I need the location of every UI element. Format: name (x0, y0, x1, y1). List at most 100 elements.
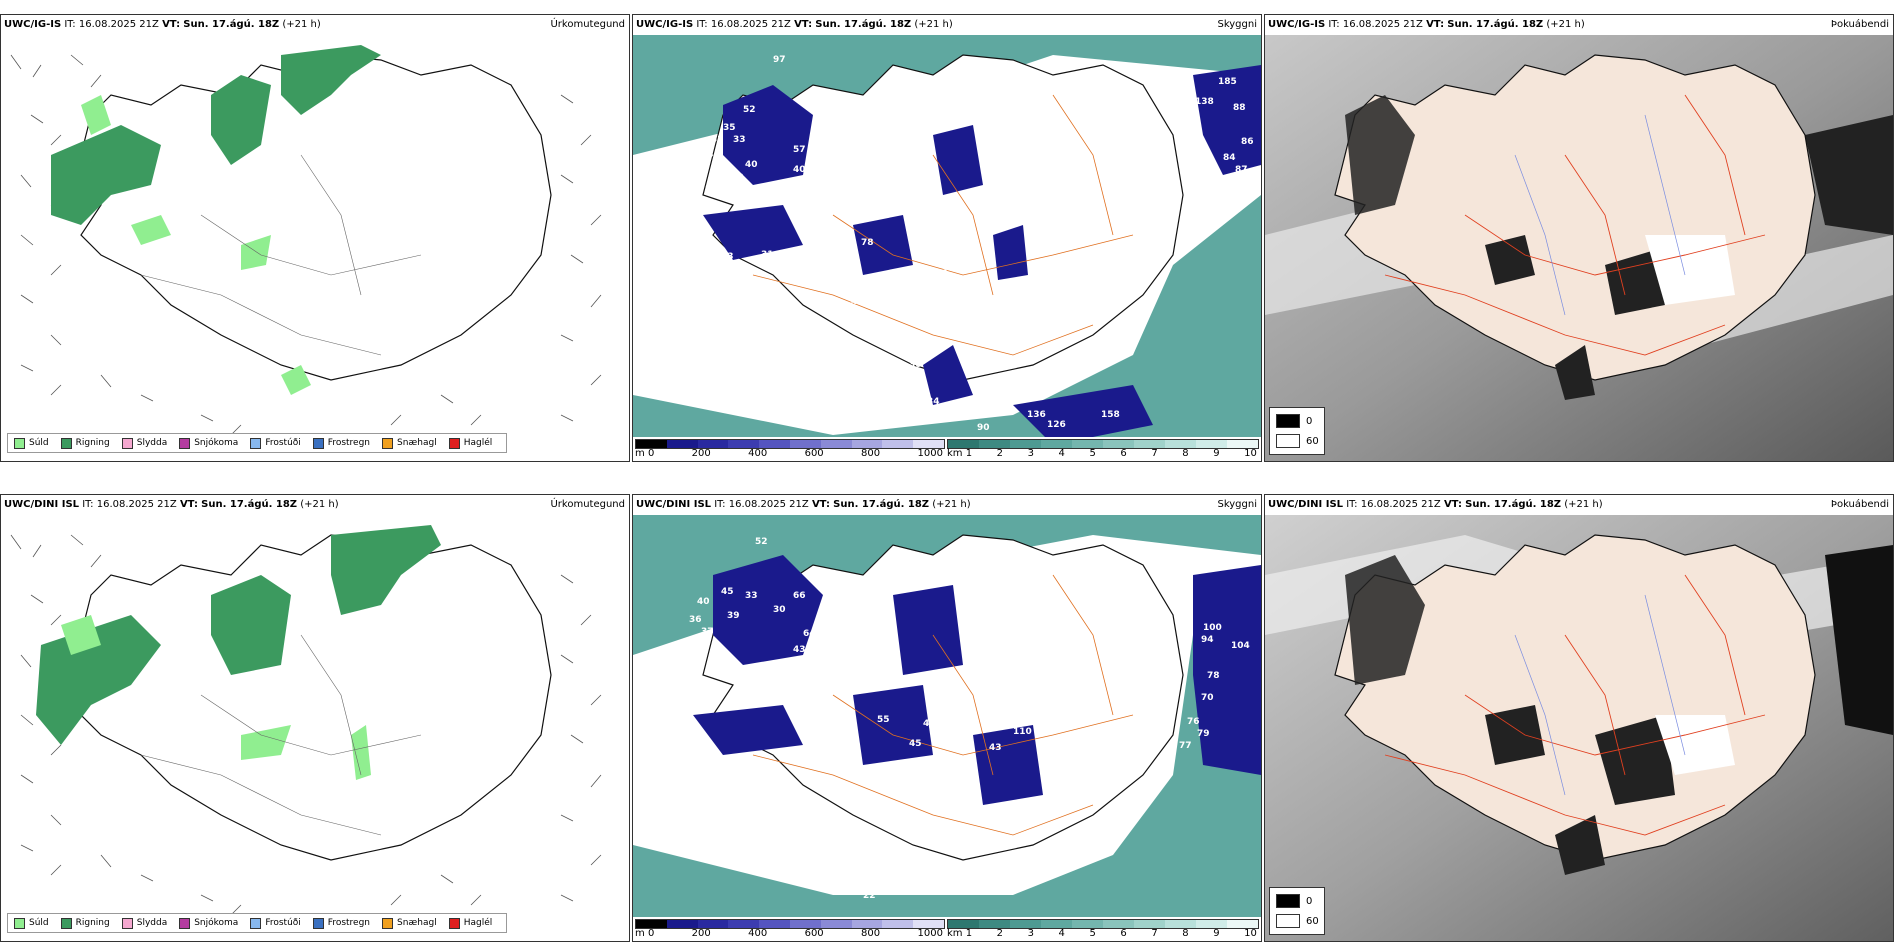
panel-title: Skyggni (1217, 19, 1257, 30)
legend-label: Frostregn (327, 438, 371, 448)
panel-title: Þokuábendi (1830, 19, 1889, 30)
tick-label: 3 (1027, 928, 1034, 939)
rigning-swatch (60, 917, 72, 929)
legend-label: 60 (1306, 435, 1319, 447)
legend-label: Snæhagl (397, 918, 437, 928)
snaehagl-swatch (382, 437, 394, 449)
legend-label: 0 (1306, 415, 1313, 427)
valid-time: Sun. 17.ágú. 18Z (833, 499, 930, 510)
rain-areas (51, 45, 381, 225)
height-label: 35 (733, 687, 746, 697)
panel-header: UWC/IG-IS IT: 16.08.2025 21Z VT: Sun. 17… (1265, 15, 1893, 35)
rigning-swatch (60, 437, 72, 449)
height-label: 100 (1203, 623, 1222, 633)
rivers (1514, 114, 1686, 316)
height-label: 66 (993, 315, 1006, 325)
height-label: 138 (1195, 97, 1214, 107)
fog-panel-top: UWC/IG-IS IT: 16.08.2025 21Z VT: Sun. 17… (1264, 14, 1894, 462)
tick-label: 1000 (917, 448, 943, 459)
height-label: 40 (745, 160, 758, 170)
frostregn-swatch (312, 437, 324, 449)
height-label: 88 (1233, 103, 1246, 113)
height-label: 45 (721, 587, 734, 597)
roads (140, 154, 422, 356)
model-name: UWC/IG-IS (4, 19, 62, 30)
init-time: 16.08.2025 21Z (96, 499, 177, 510)
fog-dark-areas (1345, 95, 1665, 400)
height-label: 90 (977, 423, 990, 433)
tick-label: 1000 (917, 928, 943, 939)
height-label: 30 (773, 605, 786, 615)
tick-label: 6 (1120, 448, 1127, 459)
tick-label: 9 (1213, 448, 1220, 459)
height-label: 33 (721, 252, 734, 262)
fog-map[interactable] (1265, 515, 1893, 941)
height-label: 30 (909, 360, 922, 370)
sea-lowcloud-south (1013, 385, 1153, 445)
height-label: 126 (1047, 420, 1066, 430)
precip-map[interactable] (1, 515, 629, 941)
tick-label: 600 (804, 448, 824, 459)
height-label: 78 (861, 238, 874, 248)
precip-legend: Súld Rigning Slydda Snjókoma Frostúði Fr… (7, 433, 508, 453)
height-label: 63 (829, 238, 842, 248)
height-label: 36 (689, 615, 702, 625)
vt-label: VT: (811, 499, 830, 510)
fog-map[interactable] (1265, 35, 1893, 461)
panel-title: Skyggni (1217, 499, 1257, 510)
height-label: 44 (993, 705, 1006, 715)
tick-label: 8 (1182, 448, 1189, 459)
legend-label: Frostregn (327, 918, 371, 928)
height-label: 45 (909, 739, 922, 749)
height-label: 52 (755, 537, 768, 547)
height-label: 38 (731, 173, 744, 183)
vt-label: VT: (179, 499, 198, 510)
legend-label: Rigning (75, 918, 110, 928)
tick-label: 7 (1151, 448, 1158, 459)
height-label: 60 (805, 195, 818, 205)
legend-label: Rigning (75, 438, 110, 448)
legend-label: Súld (29, 918, 49, 928)
height-label: 34 (701, 150, 714, 160)
drizzle-areas (61, 615, 371, 780)
legend-label: Slydda (136, 438, 168, 448)
init-time: 16.08.2025 21Z (1342, 19, 1423, 30)
height-label: 45 (871, 289, 884, 299)
visibility-map[interactable]: 97 52 35 32 33 34 40 38 35 57 40 49 60 4… (633, 35, 1261, 461)
low-cloud-areas (693, 555, 1043, 805)
panel-header: UWC/DINI ISL IT: 16.08.2025 21Z VT: Sun.… (1265, 495, 1893, 515)
slydda-swatch (121, 437, 133, 449)
iceland-outline (70, 534, 552, 861)
haglel-swatch (448, 917, 460, 929)
tick-label: 1 (965, 448, 973, 459)
tick-label: 800 (861, 448, 881, 459)
visibility-unit: km (947, 928, 963, 939)
roads (752, 94, 1134, 356)
panel-title: Úrkomutegund (550, 499, 625, 510)
visibility-ticks: km 1 2 3 4 5 6 7 8 9 10 (947, 448, 1257, 459)
valid-time: Sun. 17.ágú. 18Z (1465, 499, 1562, 510)
height-label: 35 (723, 123, 736, 133)
snjokoma-swatch (179, 917, 191, 929)
height-label: 31 (761, 250, 774, 260)
visibility-map[interactable]: 52 45 33 40 36 37 39 30 66 64 43 32 35 3… (633, 515, 1261, 941)
height-label: 46 (791, 207, 804, 217)
model-name: UWC/IG-IS (1268, 19, 1326, 30)
it-label: IT: (64, 19, 76, 30)
height-label: 32 (711, 135, 724, 145)
height-label: 36 (935, 269, 948, 279)
visibility-unit: km (947, 448, 963, 459)
height-label: 39 (727, 611, 740, 621)
height-label: 158 (1101, 410, 1120, 420)
suld-swatch (14, 917, 25, 929)
tick-label: 6 (1120, 928, 1127, 939)
legend-label: Slydda (136, 918, 168, 928)
fog-legend: 0 60 (1269, 407, 1325, 455)
height-label: 167 (645, 220, 664, 230)
precip-map[interactable] (1, 35, 629, 461)
lead-time: (+21 h) (1546, 19, 1585, 30)
tick-label: 400 (748, 448, 768, 459)
frostudi-swatch (250, 917, 262, 929)
snaehagl-swatch (382, 917, 394, 929)
height-label: 40 (793, 165, 806, 175)
